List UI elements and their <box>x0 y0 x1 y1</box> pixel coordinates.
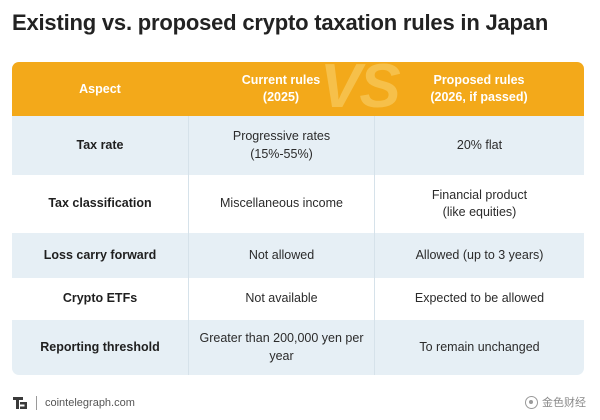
table-row: Crypto ETFs Not available Expected to be… <box>12 278 584 320</box>
watermark-text: 金色财经 <box>542 397 586 409</box>
table-row: Tax classification Miscellaneous income … <box>12 175 584 233</box>
header-current-rules: Current rules (2025) <box>241 73 321 104</box>
vs-mark: VS <box>320 62 401 121</box>
footer: cointelegraph.com <box>12 396 135 410</box>
source-link[interactable]: cointelegraph.com <box>45 397 135 409</box>
row-current: Progressive rates (15%-55%) <box>188 116 374 175</box>
row-proposed: Expected to be allowed <box>374 278 584 320</box>
table-header: VS Aspect Current rules (2025) Proposed … <box>12 62 584 121</box>
table-row: Tax rate Progressive rates (15%-55%) 20%… <box>12 116 584 175</box>
row-aspect: Tax rate <box>76 137 124 152</box>
header-aspect: Aspect <box>79 81 121 96</box>
table-row: Loss carry forward Not allowed Allowed (… <box>12 233 584 278</box>
row-current: Not available <box>188 278 374 320</box>
comparison-table: VS Aspect Current rules (2025) Proposed … <box>12 62 584 375</box>
row-proposed: Financial product (like equities) <box>374 175 584 233</box>
header-proposed-rules: Proposed rules (2026, if passed) <box>430 73 528 104</box>
row-aspect: Reporting threshold <box>40 339 160 354</box>
table-row: Reporting threshold Greater than 200,000… <box>12 320 584 375</box>
row-proposed: 20% flat <box>374 116 584 175</box>
row-proposed: Allowed (up to 3 years) <box>374 233 584 278</box>
row-proposed: To remain unchanged <box>374 320 584 375</box>
watermark: 金色财经 <box>525 394 586 410</box>
row-current: Not allowed <box>188 233 374 278</box>
row-aspect: Crypto ETFs <box>62 291 138 306</box>
row-aspect: Tax classification <box>48 196 152 211</box>
row-aspect: Loss carry forward <box>43 247 157 262</box>
watermark-logo-icon <box>525 395 538 409</box>
footer-divider <box>36 396 37 410</box>
row-current: Miscellaneous income <box>188 175 374 233</box>
row-current: Greater than 200,000 yen per year <box>188 320 374 375</box>
cointelegraph-logo-icon <box>12 396 32 410</box>
page-title: Existing vs. proposed crypto taxation ru… <box>12 10 549 35</box>
